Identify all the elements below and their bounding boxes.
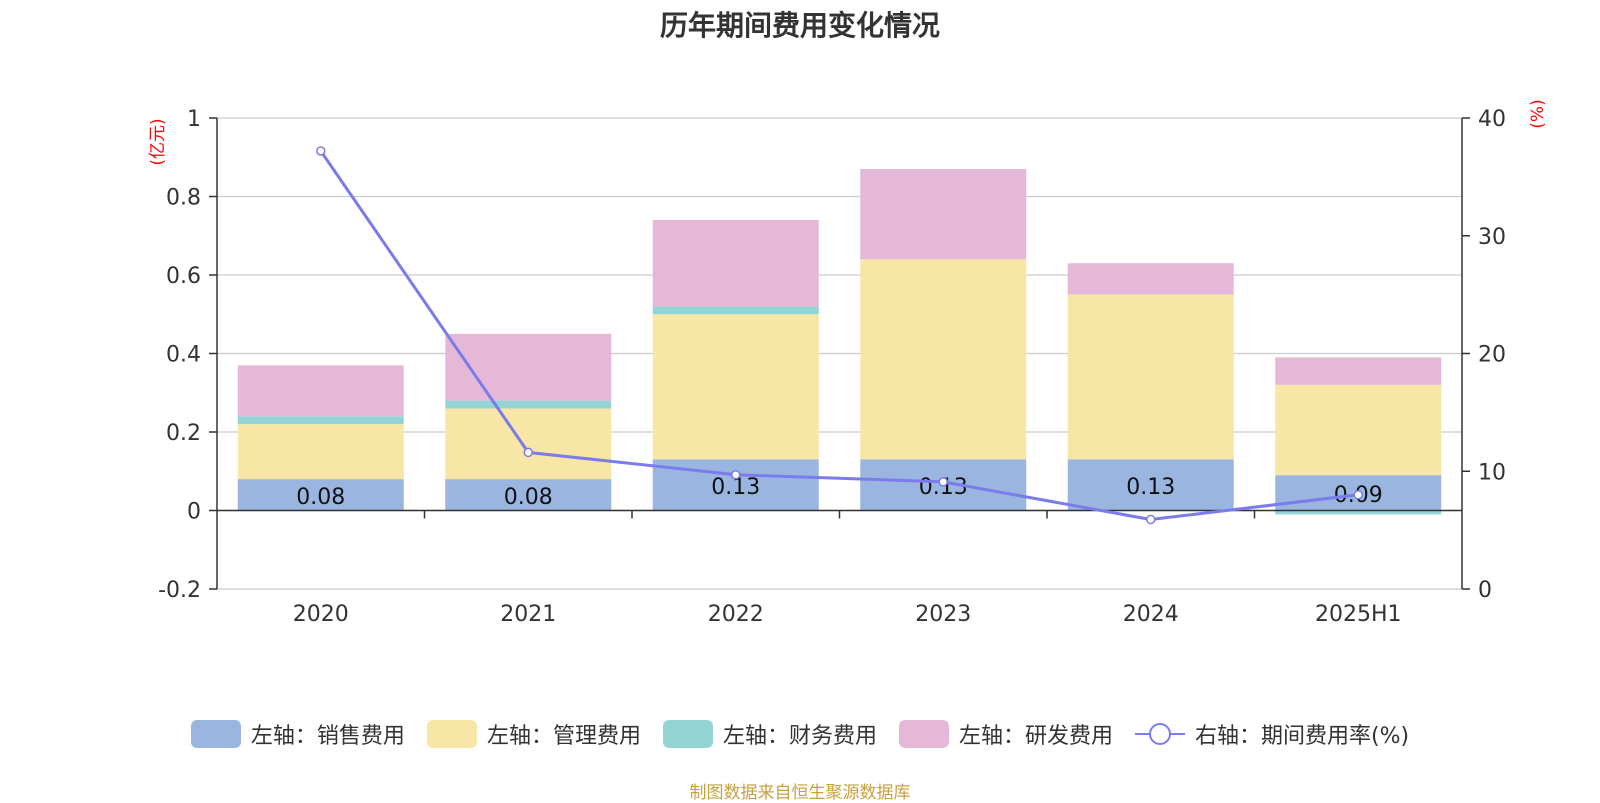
legend-swatch [662, 720, 713, 748]
bar-data-label: 0.13 [1126, 475, 1175, 500]
legend-label: 右轴：期间费用率(%) [1194, 724, 1410, 749]
bar-segment [1275, 384, 1442, 476]
bar-segment [1275, 510, 1442, 515]
category-label: 2025H1 [1315, 602, 1402, 627]
bar-segment [237, 416, 404, 425]
bar-segment [445, 333, 612, 401]
right-tick-label: 30 [1478, 225, 1506, 250]
right-tick-label: 10 [1478, 460, 1506, 485]
rate-point [523, 447, 533, 458]
bar-segment [445, 479, 612, 511]
left-tick-label: 0.2 [166, 421, 201, 446]
bar-segment [237, 479, 404, 511]
bar-segment [445, 400, 612, 409]
rate-point [1146, 514, 1156, 525]
right-tick-label: 20 [1478, 343, 1506, 368]
category-label: 2022 [708, 602, 764, 627]
category-label: 2020 [293, 602, 349, 627]
legend-swatch [190, 720, 241, 748]
bar-segment [1067, 459, 1234, 511]
legend-swatch [898, 720, 949, 748]
legend-item[interactable]: 左轴：管理费用 [426, 718, 641, 750]
right-tick-label: 40 [1478, 107, 1506, 132]
legend-item[interactable]: 右轴：期间费用率(%) [1134, 718, 1410, 750]
legend-label: 左轴：财务费用 [722, 724, 877, 749]
rate-point [1353, 490, 1363, 500]
bar-segment [860, 169, 1027, 260]
left-tick-label: 0.6 [166, 264, 201, 289]
category-label: 2024 [1123, 602, 1179, 627]
legend-item[interactable]: 左轴：销售费用 [190, 718, 405, 750]
legend-swatch [426, 720, 477, 748]
bar-segment [652, 306, 819, 315]
chart-title: 历年期间费用变化情况 [659, 9, 940, 42]
left-tick-label: 0.8 [166, 186, 201, 211]
bar-segment [1275, 357, 1442, 385]
bar-segment [237, 424, 404, 480]
legend-label: 左轴：销售费用 [250, 724, 405, 749]
left-tick-label: 0.4 [166, 343, 201, 368]
bar-segment [652, 220, 819, 307]
legend: 左轴：销售费用 左轴：管理费用 左轴：财务费用 左轴：研发费用 右轴：期间费用率(%) [0, 718, 1600, 750]
rate-point [731, 470, 741, 480]
right-tick-label: 0 [1478, 578, 1492, 603]
legend-item[interactable]: 左轴：财务费用 [662, 718, 877, 750]
rate-line [319, 150, 1359, 522]
bar-segment [1067, 263, 1234, 295]
rate-point [938, 477, 948, 487]
source-note: 制图数据来自恒生聚源数据库 [689, 783, 911, 803]
left-axis-unit: (亿元) [148, 118, 168, 165]
right-axis-unit: (%) [1528, 99, 1548, 128]
left-tick-label: 1 [187, 107, 201, 132]
bar-segment [1067, 294, 1234, 460]
legend-item[interactable]: 左轴：研发费用 [898, 718, 1113, 750]
bar-data-label: 0.08 [296, 485, 345, 510]
legend-label: 左轴：管理费用 [486, 724, 641, 749]
legend-line-icon [1134, 723, 1185, 745]
bar-data-label: 0.08 [504, 485, 553, 510]
bar-segment [860, 259, 1027, 460]
left-tick-label: -0.2 [158, 578, 201, 603]
category-label: 2023 [915, 602, 971, 627]
left-tick-label: 0 [187, 500, 201, 525]
rate-point [316, 146, 326, 156]
bar-segment [652, 314, 819, 460]
bar-segment [445, 408, 612, 480]
bar-segment [237, 365, 404, 417]
legend-label: 左轴：研发费用 [958, 724, 1113, 749]
category-label: 2021 [500, 602, 556, 627]
